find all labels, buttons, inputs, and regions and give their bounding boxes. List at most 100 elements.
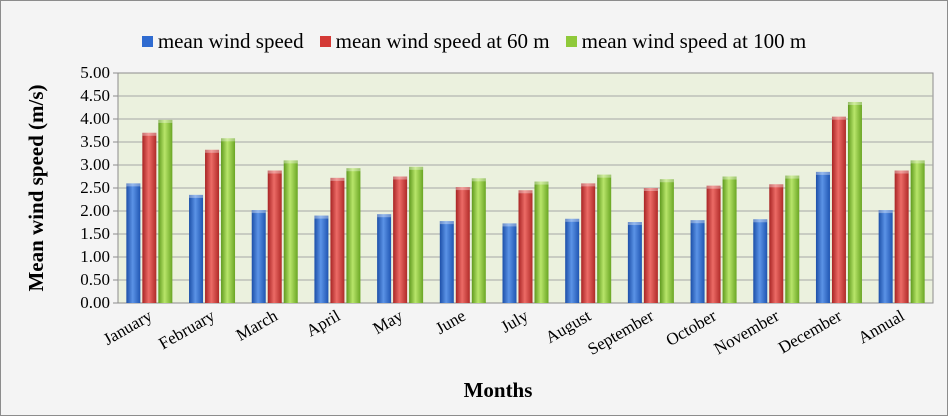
y-axis-title: Mean wind speed (m/s) [24, 84, 48, 291]
bar-february-series-3 [221, 138, 236, 303]
bar-highlight [706, 185, 721, 189]
legend-item-mean-wind-speed: mean wind speed [141, 29, 304, 54]
bar-january-series-2 [142, 132, 157, 303]
bar-highlight [455, 187, 470, 191]
bar-highlight [815, 171, 830, 175]
x-tick-label: May [370, 306, 407, 338]
x-tick-label: February [155, 306, 218, 353]
bar-annual-series-1 [878, 210, 893, 303]
bar-may-series-3 [409, 166, 424, 303]
bar-highlight [785, 175, 800, 179]
bar-march-series-1 [251, 210, 266, 303]
bar-highlight [597, 174, 612, 178]
y-tick-label: 4.00 [80, 109, 110, 128]
legend-swatch-red [319, 36, 331, 47]
x-tick-label: November [711, 306, 783, 358]
bar-highlight [894, 170, 909, 174]
bar-march-series-3 [283, 160, 298, 303]
bar-highlight [126, 183, 141, 187]
y-tick-label: 5.00 [80, 63, 110, 82]
bar-highlight [847, 101, 862, 105]
bar-highlight [346, 168, 361, 172]
bar-march-series-2 [267, 170, 282, 303]
legend-swatch-green [565, 36, 577, 47]
x-tick-label: June [432, 306, 468, 338]
bar-highlight [189, 194, 204, 198]
bar-highlight [267, 170, 282, 174]
bar-highlight [659, 179, 674, 183]
bar-annual-series-3 [910, 160, 925, 303]
x-tick-label: July [497, 306, 531, 337]
bar-highlight [330, 177, 345, 181]
bar-october-series-2 [706, 185, 721, 303]
bar-highlight [205, 149, 220, 153]
bar-highlight [518, 190, 533, 194]
bar-july-series-2 [518, 190, 533, 303]
y-tick-label: 1.00 [80, 247, 110, 266]
y-tick-label: 1.50 [80, 224, 110, 243]
legend: mean wind speed mean wind speed at 60 m … [1, 29, 947, 54]
bars [126, 101, 925, 303]
legend-label: mean wind speed [157, 29, 304, 53]
bar-highlight [722, 176, 737, 180]
bar-november-series-2 [769, 184, 784, 303]
y-tick-label: 4.50 [80, 86, 110, 105]
bar-highlight [753, 219, 768, 223]
x-tick-label: March [233, 306, 281, 345]
bar-november-series-1 [753, 219, 768, 303]
y-tick-label: 0.00 [80, 293, 110, 312]
bar-april-series-1 [314, 215, 329, 303]
y-tick-label: 2.00 [80, 201, 110, 220]
bar-december-series-3 [847, 101, 862, 303]
legend-label: mean wind speed at 60 m [335, 29, 550, 53]
bar-april-series-3 [346, 168, 361, 303]
bar-october-series-1 [690, 220, 705, 303]
bar-november-series-3 [785, 175, 800, 303]
bar-annual-series-2 [894, 170, 909, 303]
bar-highlight [643, 188, 658, 191]
bar-highlight [471, 178, 486, 182]
bar-january-series-1 [126, 183, 141, 303]
bar-highlight [377, 214, 392, 218]
bar-highlight [690, 220, 705, 224]
bar-highlight [502, 223, 517, 227]
bar-highlight [565, 218, 580, 222]
legend-label: mean wind speed at 100 m [581, 29, 807, 53]
bar-highlight [910, 160, 925, 164]
legend-item-mean-wind-speed-60m: mean wind speed at 60 m [319, 29, 550, 54]
bar-june-series-3 [471, 178, 486, 303]
x-tick-label: January [100, 306, 156, 349]
bar-highlight [439, 221, 454, 225]
bar-february-series-2 [205, 149, 220, 303]
bar-december-series-2 [831, 116, 846, 303]
y-tick-label: 2.50 [80, 178, 110, 197]
bar-january-series-3 [158, 119, 173, 303]
x-tick-label: Annual [855, 306, 908, 348]
y-tick-label: 0.50 [80, 270, 110, 289]
x-axis-title: Months [464, 378, 533, 402]
bar-december-series-1 [815, 171, 830, 303]
bar-july-series-1 [502, 223, 517, 303]
bar-highlight [831, 116, 846, 120]
bar-august-series-2 [581, 183, 596, 303]
x-tick-label: September [584, 306, 657, 359]
bar-february-series-1 [189, 194, 204, 303]
bar-highlight [627, 222, 642, 226]
bar-october-series-3 [722, 176, 737, 303]
bar-highlight [221, 138, 236, 142]
bar-highlight [581, 183, 596, 187]
bar-august-series-1 [565, 218, 580, 303]
bar-august-series-3 [597, 174, 612, 303]
bar-highlight [769, 184, 784, 188]
bar-highlight [314, 215, 329, 219]
bar-june-series-2 [455, 187, 470, 303]
y-axis-ticks: 0.00 0.50 1.00 1.50 2.00 2.50 3.00 3.50 4.00 4.50… [80, 63, 118, 312]
bar-september-series-1 [627, 222, 642, 303]
x-axis-ticks: January February March April May June July Augu… [100, 306, 908, 359]
bar-april-series-2 [330, 177, 345, 303]
legend-item-mean-wind-speed-100m: mean wind speed at 100 m [565, 29, 807, 54]
bar-highlight [393, 176, 408, 180]
bar-june-series-1 [439, 221, 454, 303]
bar-highlight [158, 119, 173, 123]
